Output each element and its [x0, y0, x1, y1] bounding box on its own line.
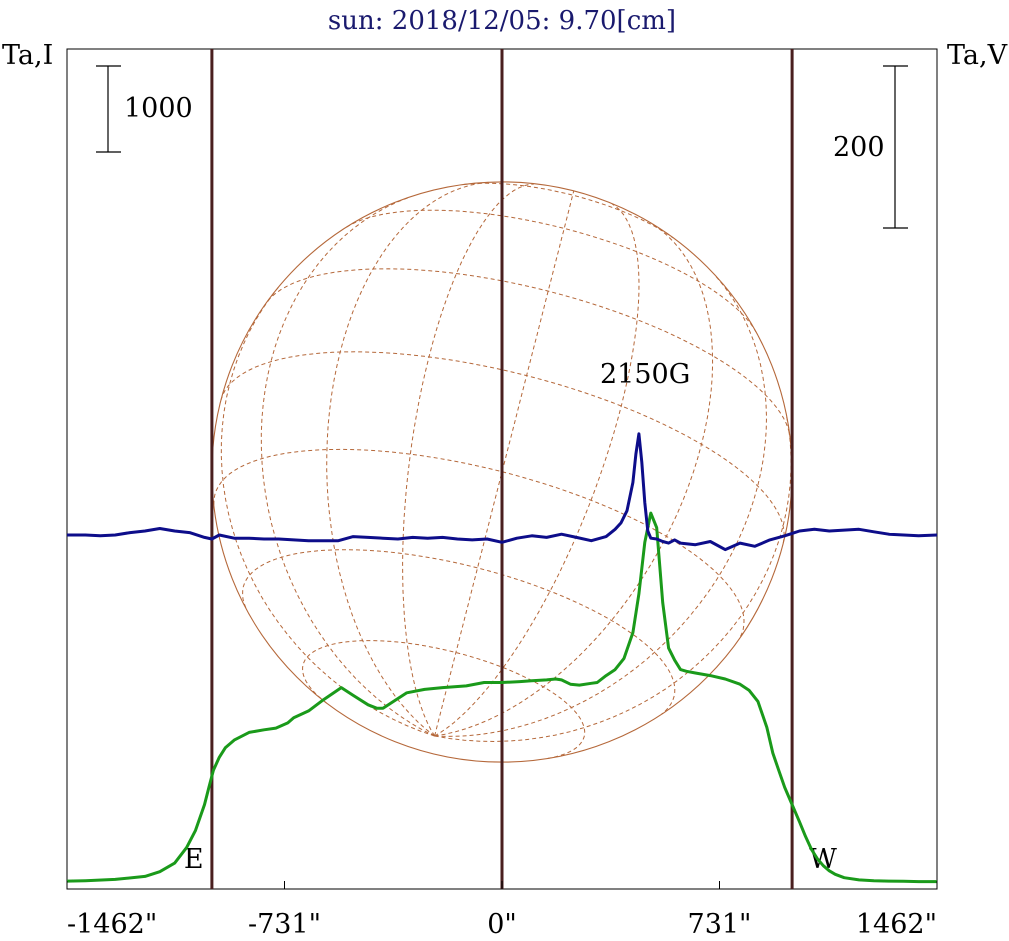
scale-bar-right-label: 200: [833, 132, 885, 163]
longitude-line: [434, 190, 575, 737]
latitude-line: [346, 209, 757, 333]
limb-marker-label: W: [809, 844, 837, 875]
x-tick-label: 731": [688, 909, 752, 940]
right-axis-label: Ta,V: [947, 40, 1008, 71]
x-tick-label: -731": [248, 909, 321, 940]
series-line-polarization: [67, 432, 938, 552]
chart-title: sun: 2018/12/05: 9.70[cm]: [328, 6, 676, 36]
longitude-line: [434, 275, 768, 737]
longitude-line: [434, 413, 792, 743]
active-region-annotation: 2150G: [600, 359, 690, 390]
latitude-line: [242, 549, 676, 715]
scale-bar-right: 200: [833, 65, 908, 229]
series-line-intensity: [66, 511, 937, 884]
longitude-line: [260, 196, 435, 737]
scale-bar-left-label: 1000: [124, 93, 193, 124]
limb-marker-label: E: [184, 844, 204, 875]
x-tick-label: 1462": [856, 909, 937, 940]
longitude-line: [402, 183, 534, 737]
longitude-line: [220, 284, 435, 737]
longitude-line: [434, 203, 640, 737]
x-tick-label: 0": [487, 909, 517, 940]
latitude-line: [302, 640, 586, 760]
x-tick-label: -1462": [67, 909, 157, 940]
latitude-line: [213, 448, 745, 640]
left-axis-label: Ta,I: [2, 40, 53, 71]
longitude-line: [326, 181, 489, 737]
scale-bar-left: 1000: [96, 65, 193, 153]
longitude-line: [434, 223, 714, 737]
latitude-line: [267, 268, 791, 435]
